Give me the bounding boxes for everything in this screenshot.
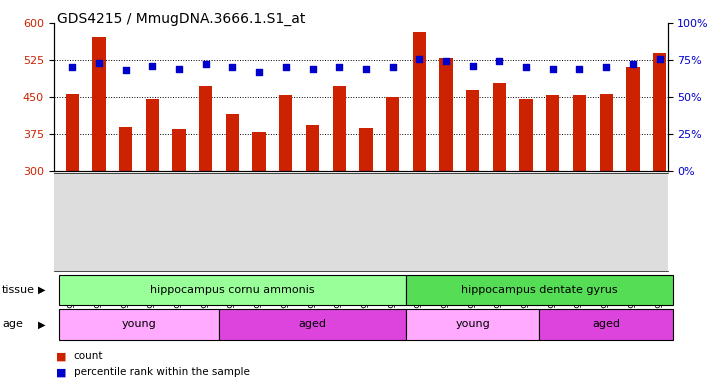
Point xyxy=(360,66,371,72)
Point xyxy=(120,67,131,73)
Bar xyxy=(493,83,506,171)
Bar xyxy=(226,114,239,171)
Bar xyxy=(359,127,373,171)
Point xyxy=(333,65,345,71)
Text: age: age xyxy=(2,319,23,329)
Point xyxy=(280,65,291,71)
Bar xyxy=(600,94,613,171)
Bar xyxy=(333,86,346,171)
Point xyxy=(200,61,211,68)
Text: ■: ■ xyxy=(56,367,66,377)
Bar xyxy=(439,58,453,171)
Point xyxy=(66,65,78,71)
Bar xyxy=(279,96,293,171)
Point xyxy=(94,60,105,66)
Bar xyxy=(573,96,586,171)
Text: ■: ■ xyxy=(56,351,66,361)
Point xyxy=(493,58,505,65)
Point xyxy=(600,65,612,71)
Bar xyxy=(253,132,266,171)
Text: young: young xyxy=(456,319,490,329)
Text: ▶: ▶ xyxy=(38,319,45,329)
Bar xyxy=(119,127,132,171)
Point xyxy=(574,66,585,72)
Point xyxy=(627,61,638,68)
Point xyxy=(387,65,398,71)
Bar xyxy=(386,97,399,171)
Bar xyxy=(413,32,426,171)
Bar xyxy=(146,99,159,171)
Bar xyxy=(172,129,186,171)
Point xyxy=(467,63,478,69)
Bar xyxy=(653,53,666,171)
Bar xyxy=(66,94,79,171)
Text: young: young xyxy=(121,319,156,329)
Text: ▶: ▶ xyxy=(38,285,45,295)
Bar xyxy=(92,37,106,171)
Bar xyxy=(626,68,640,171)
Point xyxy=(521,65,532,71)
Point xyxy=(253,69,265,75)
Text: percentile rank within the sample: percentile rank within the sample xyxy=(74,367,249,377)
Text: count: count xyxy=(74,351,103,361)
Point xyxy=(441,58,452,65)
Point xyxy=(227,65,238,71)
Point xyxy=(146,63,158,69)
Text: aged: aged xyxy=(298,319,326,329)
Text: tissue: tissue xyxy=(2,285,35,295)
Bar xyxy=(306,125,319,171)
Text: hippocampus dentate gyrus: hippocampus dentate gyrus xyxy=(461,285,618,295)
Point xyxy=(174,66,185,72)
Bar xyxy=(519,99,533,171)
Bar xyxy=(466,89,479,171)
Text: aged: aged xyxy=(592,319,620,329)
Bar xyxy=(546,96,560,171)
Point xyxy=(307,66,318,72)
Point xyxy=(413,55,425,61)
Text: hippocampus cornu ammonis: hippocampus cornu ammonis xyxy=(150,285,315,295)
Point xyxy=(547,66,558,72)
Text: GDS4215 / MmugDNA.3666.1.S1_at: GDS4215 / MmugDNA.3666.1.S1_at xyxy=(57,12,306,25)
Bar xyxy=(199,86,212,171)
Point xyxy=(654,55,665,61)
